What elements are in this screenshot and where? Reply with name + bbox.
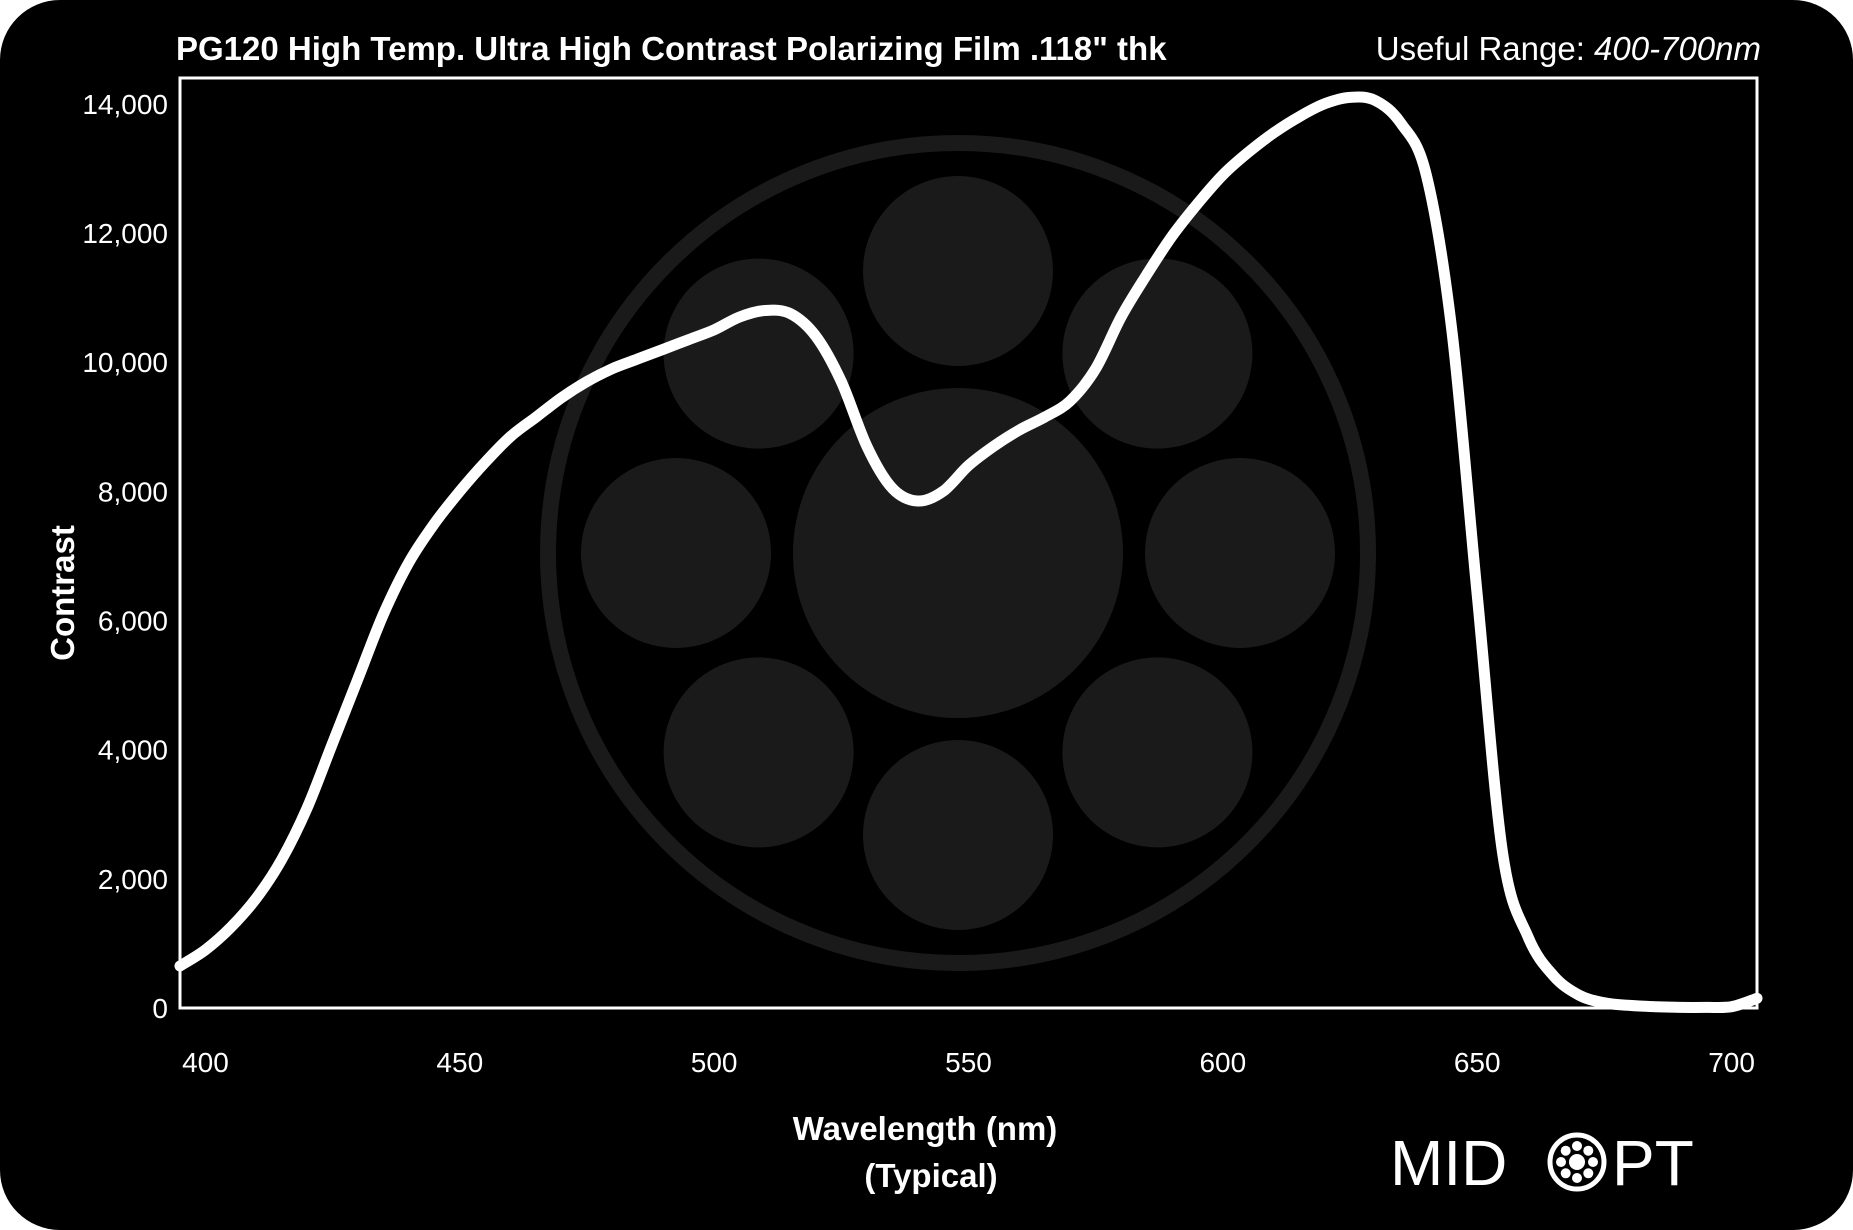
x-tick-label: 600 (1199, 1047, 1246, 1078)
useful-range-label: Useful Range: (1375, 30, 1585, 67)
midopt-logo: MID PT (1390, 1127, 1694, 1195)
y-axis-label: Contrast (44, 525, 81, 661)
x-axis-sublabel: (Typical) (864, 1157, 997, 1194)
useful-range-value: 400-700nm (1594, 30, 1761, 67)
y-tick-label: 6,000 (98, 606, 168, 637)
y-tick-label: 0 (152, 993, 168, 1024)
y-tick-label: 12,000 (82, 218, 168, 249)
x-axis-ticks: 400 450 500 550 600 650 700 (182, 1047, 1755, 1078)
y-tick-label: 14,000 (82, 89, 168, 120)
chart-title: PG120 High Temp. Ultra High Contrast Pol… (176, 30, 1167, 67)
x-tick-label: 450 (436, 1047, 483, 1078)
y-axis-ticks: 0 2,000 4,000 6,000 8,000 10,000 12,000 14,000 (82, 89, 168, 1024)
y-tick-label: 8,000 (98, 476, 168, 507)
useful-range: Useful Range: 400-700nm (1376, 30, 1761, 68)
x-tick-label: 700 (1708, 1047, 1755, 1078)
watermark-logo (540, 135, 1376, 971)
x-tick-label: 550 (945, 1047, 992, 1078)
y-tick-label: 4,000 (98, 735, 168, 766)
logo-text-right: PT (1612, 1127, 1694, 1195)
contrast-series-line (174, 91, 1763, 1014)
y-tick-label: 2,000 (98, 864, 168, 895)
x-tick-label: 400 (182, 1047, 229, 1078)
plot-frame (178, 76, 1759, 1010)
logo-text-left: MID (1390, 1127, 1507, 1195)
x-axis-label: Wavelength (nm) (793, 1110, 1058, 1147)
y-tick-label: 10,000 (82, 347, 168, 378)
lens-ring-icon (1547, 1132, 1607, 1192)
x-tick-label: 650 (1454, 1047, 1501, 1078)
x-tick-label: 500 (691, 1047, 738, 1078)
